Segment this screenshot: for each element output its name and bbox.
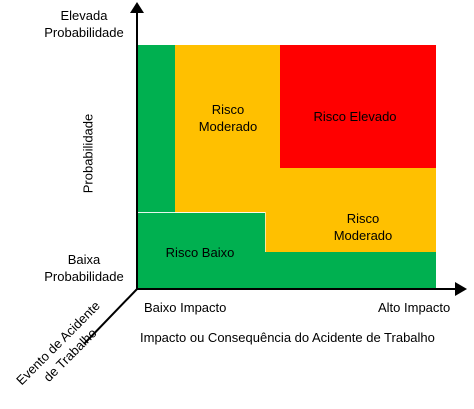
risk-zone-low-block [138, 213, 265, 252]
risk-zone-high [280, 45, 436, 168]
diagonal-axis-line [83, 287, 139, 345]
y-axis-arrow-icon [130, 2, 144, 13]
zone-divider-low-right [265, 212, 266, 252]
y-axis-line [136, 8, 138, 290]
x-axis-title: Impacto ou Consequência do Acidente de T… [140, 330, 435, 345]
label-moderate-upper: Risco Moderado [198, 102, 258, 134]
y-axis-title: Probabilidade [80, 113, 96, 194]
label-high-risk: Risco Elevado [313, 109, 397, 124]
label-low-risk: Risco Baixo [165, 245, 235, 260]
risk-zone-moderate-bottom [265, 213, 436, 252]
diagonal-axis-label: Evento de Acidente de Trabalho [13, 298, 103, 388]
x-axis-right-label: Alto Impacto [378, 300, 451, 315]
zone-divider-low-top [138, 212, 265, 213]
y-axis-top-label: Elevada Probabilidade [44, 8, 124, 40]
x-axis-left-label: Baixo Impacto [144, 300, 227, 315]
x-axis-line [136, 288, 456, 290]
y-axis-bottom-label: Baixa Probabilidade [44, 252, 124, 284]
x-axis-arrow-icon [455, 282, 467, 296]
label-moderate-lower: Risco Moderado [333, 211, 393, 243]
